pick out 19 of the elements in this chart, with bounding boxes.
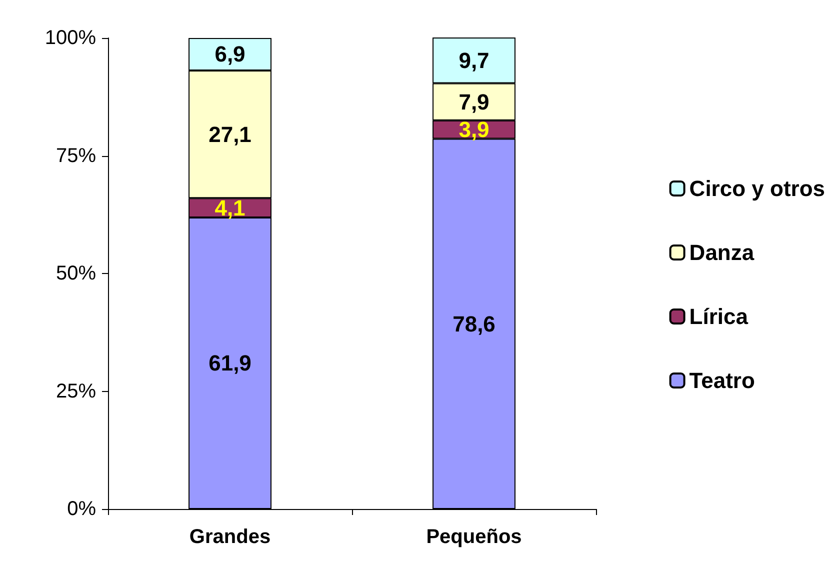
y-tick-label: 0% bbox=[67, 498, 96, 520]
data-label: 61,9 bbox=[208, 350, 252, 376]
y-tick-label: 75% bbox=[56, 144, 96, 167]
data-label: 3,9 bbox=[458, 117, 490, 142]
x-tick-label: Grandes bbox=[189, 526, 271, 548]
data-label: 6,9 bbox=[214, 42, 246, 67]
y-tick-label: 50% bbox=[56, 262, 96, 284]
legend-label: Teatro bbox=[689, 368, 755, 393]
data-label: 78,6 bbox=[452, 311, 496, 336]
legend-label: Danza bbox=[689, 240, 755, 265]
data-label: 4,1 bbox=[214, 195, 246, 220]
data-label: 27,1 bbox=[208, 122, 252, 147]
legend-label: Circo y otros bbox=[689, 176, 826, 201]
data-label: 9,7 bbox=[458, 48, 490, 73]
x-tick-label: Pequeños bbox=[426, 526, 522, 548]
legend-label: Lírica bbox=[689, 304, 749, 329]
y-tick-label: 100% bbox=[44, 27, 96, 49]
y-tick-label: 25% bbox=[56, 380, 96, 402]
data-label: 7,9 bbox=[458, 89, 490, 114]
